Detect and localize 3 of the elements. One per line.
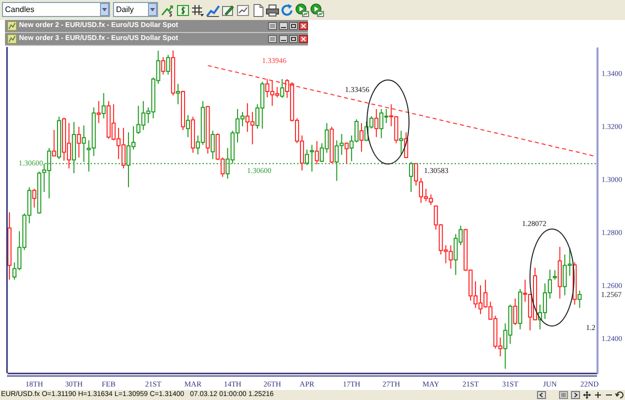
text: Daily: [116, 4, 134, 15]
text: Candles: [5, 4, 34, 15]
line-series: [207, 65, 596, 157]
